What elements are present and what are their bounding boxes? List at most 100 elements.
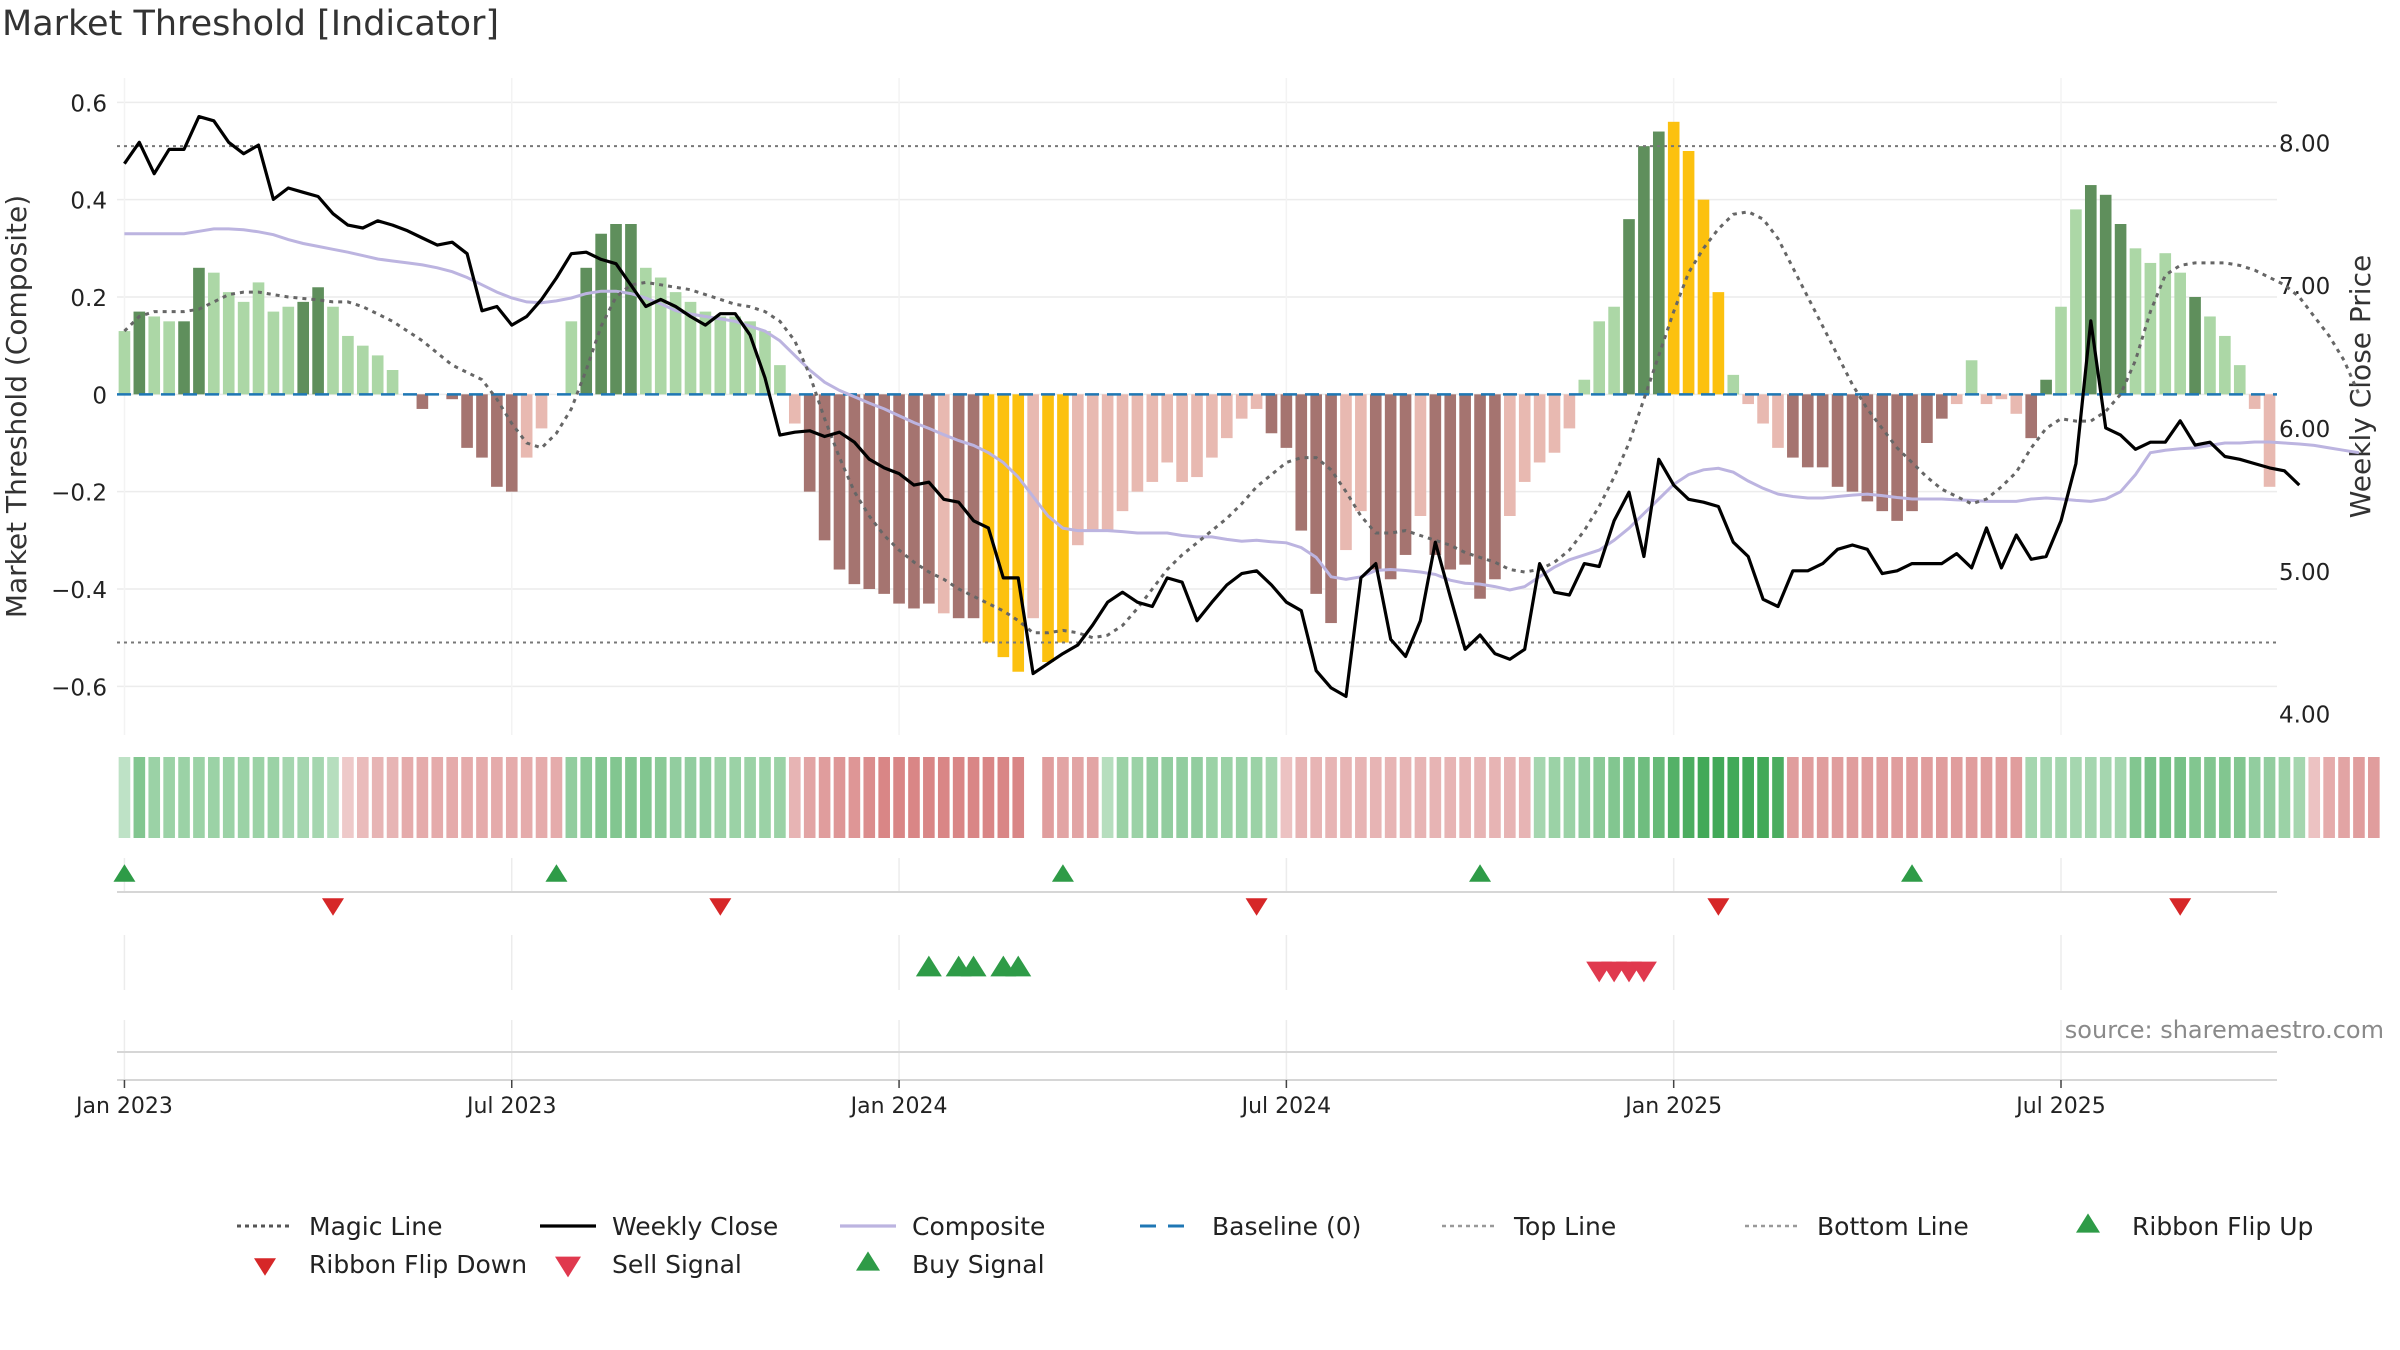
legend-swatch-up-triangle: [2076, 1213, 2100, 1233]
threshold-bar: [1965, 360, 1978, 395]
ribbon-segment: [401, 757, 414, 838]
threshold-bar: [640, 267, 652, 395]
ribbon-segment: [1980, 757, 1993, 838]
threshold-bar: [193, 267, 205, 395]
legend-label: Composite: [912, 1212, 1045, 1241]
legend-label: Top Line: [1513, 1212, 1616, 1241]
ribbon-segment: [1101, 757, 1114, 838]
ribbon-segment: [654, 757, 667, 838]
threshold-bar: [952, 394, 965, 619]
ribbon-segment: [2368, 757, 2380, 838]
threshold-bar: [1623, 219, 1635, 395]
ribbon-segment: [1876, 757, 1889, 838]
threshold-bar: [1399, 394, 1412, 555]
ribbon-segment: [1578, 757, 1591, 838]
threshold-bar: [1250, 394, 1263, 409]
legend-label: Weekly Close: [612, 1212, 778, 1241]
ribbon-segment: [282, 757, 295, 838]
threshold-bar: [2204, 316, 2216, 395]
threshold-bar: [878, 394, 890, 594]
ribbon-flip-up-marker: [1051, 864, 1074, 882]
ribbon-flip-down-marker: [1245, 898, 1268, 916]
ribbon-segment: [2338, 757, 2350, 838]
threshold-bar: [1638, 146, 1650, 395]
threshold-bar: [1980, 394, 1993, 405]
ribbon-segment: [1086, 757, 1099, 838]
ribbon-segment: [1340, 757, 1352, 838]
threshold-bar: [759, 331, 771, 395]
ribbon-segment: [1608, 757, 1620, 838]
threshold-bar: [118, 331, 131, 395]
ribbon-segment: [2263, 757, 2276, 838]
ribbon-segment: [2129, 757, 2142, 838]
threshold-bar: [1921, 394, 1933, 443]
sell-signal-marker: [1630, 961, 1657, 983]
threshold-bar: [252, 282, 265, 395]
threshold-bar: [1191, 394, 1203, 478]
ribbon-segment: [371, 757, 384, 838]
ribbon-segment: [1787, 757, 1799, 838]
ribbon-segment: [2159, 757, 2172, 838]
ribbon-segment: [1206, 757, 1218, 838]
ribbon-segment: [818, 757, 831, 838]
threshold-bar: [684, 301, 697, 395]
y-tick-label: 0.6: [70, 91, 107, 117]
ribbon-segment: [1563, 757, 1576, 838]
source-note: source: sharemaestro.com: [2064, 1016, 2384, 1044]
ribbon-segment: [252, 757, 265, 838]
ribbon-segment: [1518, 757, 1531, 838]
y-tick-label: −0.4: [51, 578, 107, 604]
ribbon-segment: [1638, 757, 1650, 838]
ribbon-segment: [1131, 757, 1144, 838]
legend-label: Buy Signal: [912, 1250, 1045, 1279]
threshold-bar: [2159, 253, 2172, 395]
ribbon-segment: [1623, 757, 1635, 838]
ribbon-segment: [1220, 757, 1233, 838]
threshold-bar: [1429, 394, 1442, 555]
ribbon-segment: [1891, 757, 1903, 838]
threshold-bar: [1414, 394, 1427, 516]
ribbon-flip-down-marker: [322, 898, 344, 916]
y2-tick-label: 5.00: [2279, 560, 2330, 586]
ribbon-segment: [1772, 757, 1784, 838]
y-axis-label: Market Threshold (Composite): [0, 195, 33, 618]
threshold-bar: [1220, 394, 1233, 439]
ribbon-segment: [699, 757, 712, 838]
ribbon-segment: [2278, 757, 2291, 838]
ribbon-segment: [610, 757, 622, 838]
ribbon-segment: [297, 757, 310, 838]
ribbon-segment: [1310, 757, 1322, 838]
ribbon-segment: [356, 757, 369, 838]
ribbon-flip-up-marker: [1469, 864, 1492, 882]
ribbon-segment: [729, 757, 742, 838]
ribbon-segment: [640, 757, 652, 838]
ribbon-segment: [2025, 757, 2038, 838]
ribbon-segment: [1742, 757, 1754, 838]
threshold-bar: [729, 316, 742, 395]
ribbon-segment: [1295, 757, 1308, 838]
threshold-bar: [1727, 374, 1740, 395]
ribbon-flip-down-marker: [2169, 898, 2192, 916]
ribbon-segment: [1846, 757, 1859, 838]
ribbon-segment: [878, 757, 890, 838]
threshold-bar: [1325, 394, 1337, 624]
ribbon-segment: [759, 757, 771, 838]
ribbon-segment: [803, 757, 816, 838]
threshold-bar: [595, 233, 607, 395]
legend-swatch-sell-triangle: [555, 1256, 581, 1278]
ribbon-segment: [535, 757, 548, 838]
threshold-bar: [476, 394, 488, 458]
threshold-bar: [654, 277, 667, 395]
threshold-bar: [967, 394, 980, 619]
y2-tick-label: 8.00: [2279, 131, 2330, 157]
ribbon-segment: [1161, 757, 1174, 838]
ribbon-segment: [1384, 757, 1397, 838]
ribbon-segment: [2219, 757, 2231, 838]
threshold-bar: [2114, 224, 2127, 395]
threshold-bar: [2055, 306, 2067, 395]
threshold-bar: [1295, 394, 1308, 531]
ribbon-segment: [1906, 757, 1918, 838]
ribbon-segment: [1369, 757, 1382, 838]
ribbon-segment: [386, 757, 399, 838]
threshold-bar: [1027, 394, 1039, 619]
